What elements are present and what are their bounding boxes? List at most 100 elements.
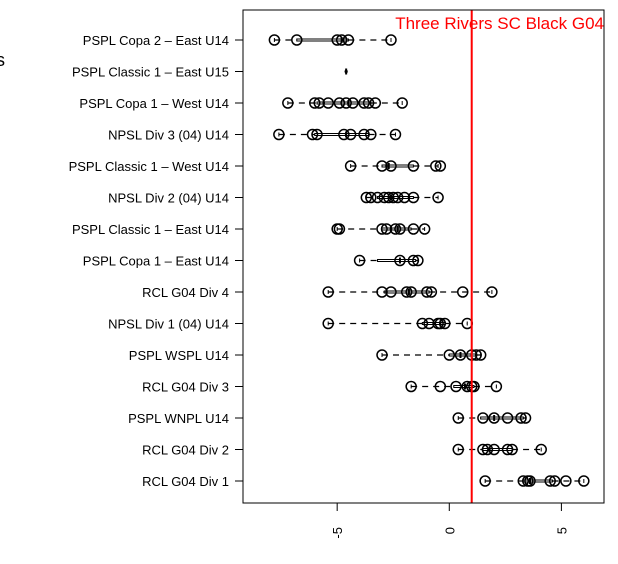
data-point [394, 254, 406, 267]
boxplot-row [376, 349, 487, 361]
boxplot-row [273, 128, 402, 141]
data-point [376, 286, 388, 298]
data-point [578, 475, 590, 487]
data-point [407, 223, 420, 235]
data-point [358, 128, 370, 141]
data-point [333, 223, 346, 235]
data-point [544, 475, 556, 487]
data-point [524, 475, 536, 487]
data-point [365, 191, 377, 204]
data-point [490, 380, 503, 393]
data-point [425, 286, 438, 298]
data-point [382, 191, 395, 204]
data-point [311, 128, 323, 141]
plot-frame [242, 9, 605, 504]
data-point [282, 97, 294, 109]
data-point [291, 34, 303, 46]
y-tick-label: PSPL Copa 1 – East U14 [83, 254, 229, 269]
x-tick-label: -5 [330, 527, 345, 539]
data-point [434, 317, 447, 330]
data-point [477, 412, 489, 424]
data-point [362, 97, 375, 109]
data-point [452, 443, 465, 456]
data-point [344, 160, 357, 172]
y-tick-label: PSPL Classic 1 – East U15 [72, 65, 229, 80]
boxplot-row [268, 34, 397, 46]
data-point [387, 191, 399, 204]
boxplot-row [353, 254, 424, 267]
x-axis: -5 0 5 [330, 503, 569, 539]
data-point [322, 286, 334, 298]
data-point [398, 191, 411, 204]
data-point [385, 34, 397, 46]
data-point [342, 34, 355, 46]
data-point [353, 254, 366, 267]
y-tick-label: PSPL Copa 1 – West U14 [79, 96, 229, 111]
data-point [434, 380, 447, 393]
data-point [434, 160, 447, 172]
data-point [338, 128, 350, 141]
data-point [322, 97, 334, 109]
data-point [481, 443, 494, 456]
data-point [479, 475, 491, 487]
y-tick-label: RCL G04 Div 3 [142, 380, 229, 395]
data-point [376, 349, 388, 361]
x-tick-label: 5 [554, 527, 569, 534]
data-point [347, 97, 359, 109]
data-point [439, 317, 451, 330]
data-point [389, 128, 402, 141]
data-point [501, 443, 514, 456]
data-point [385, 286, 397, 298]
x-tick-label: 0 [442, 527, 457, 534]
data-point [501, 412, 514, 424]
y-tick-label: NPSL Div 3 (04) U14 [108, 128, 229, 143]
data-point [488, 443, 500, 456]
data-point [389, 223, 402, 235]
data-point [517, 475, 530, 487]
data-point [360, 191, 373, 204]
data-point [394, 223, 406, 235]
data-point [344, 128, 357, 141]
data-point [309, 97, 321, 109]
data-point [335, 34, 348, 46]
data-point [443, 349, 456, 361]
single-value-dot [344, 69, 348, 74]
data-point [416, 317, 429, 330]
data-point [358, 97, 370, 109]
y-tick-label: RCL G04 Div 1 [142, 474, 229, 489]
boxplot-row [452, 443, 547, 456]
boxplot-row [405, 380, 503, 393]
data-point [486, 286, 498, 298]
y-tick-label: NPSL Div 2 (04) U14 [108, 191, 229, 206]
data-point [506, 443, 518, 456]
data-point [418, 223, 431, 235]
data-point [405, 380, 417, 393]
data-point [515, 412, 527, 424]
data-point [535, 443, 547, 456]
boxplot-row [479, 475, 590, 487]
data-point [454, 349, 467, 361]
data-point [306, 128, 319, 141]
boxplot-row [344, 68, 348, 75]
data-point [407, 191, 420, 204]
data-point [452, 412, 465, 424]
y-tick-label: PSPL WNPL U14 [128, 411, 229, 426]
reference-line-label: Three Rivers SC Black G04 [395, 14, 604, 33]
y-tick-label: PSPL Classic 1 – West U14 [69, 159, 229, 174]
box [314, 133, 370, 136]
data-point [376, 223, 388, 235]
data-point [400, 286, 413, 298]
boxplot-row [452, 412, 532, 424]
boxplot-row [331, 223, 431, 235]
y-tick-label: NPSL Div 1 (04) U14 [108, 317, 229, 332]
boxplot-row [322, 317, 473, 330]
y-tick-label: RCL G04 Div 2 [142, 443, 229, 458]
data-point [412, 254, 424, 267]
data-point [477, 443, 489, 456]
boxplot-row [322, 286, 498, 298]
y-axis: PSPL Copa 2 – East U14 PSPL Classic 1 – E… [69, 33, 243, 489]
data-point [468, 380, 480, 393]
data-point [333, 97, 346, 109]
data-point [407, 160, 420, 172]
data-point [488, 412, 500, 424]
